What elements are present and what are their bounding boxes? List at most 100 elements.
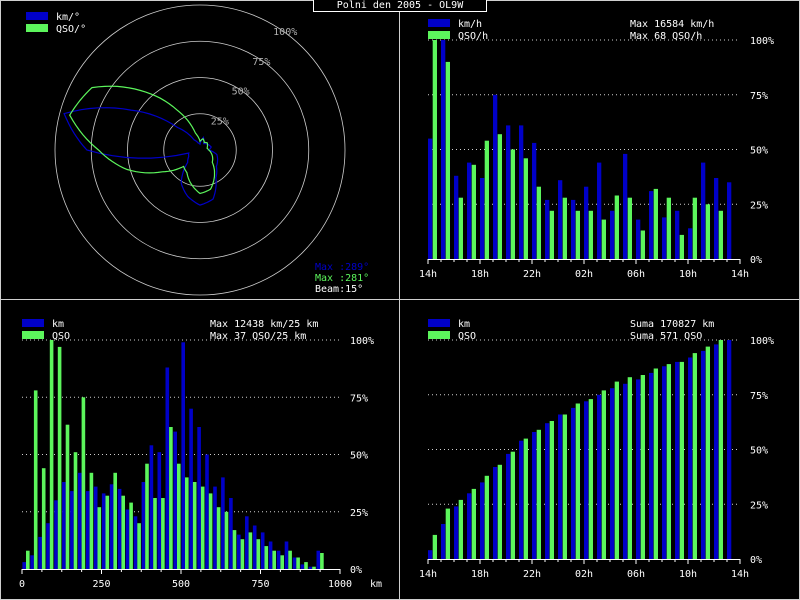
cumulative-bar-s1-23 <box>727 340 732 559</box>
distance-bar-s2-16 <box>153 498 157 569</box>
hourly-bar-s1-6 <box>506 125 511 260</box>
hourly-bar-s2-5 <box>497 134 502 259</box>
distance-bar-s2-6 <box>73 452 78 569</box>
hourly-bar-s2-6 <box>510 149 515 259</box>
hourly-x-tick-6: 14h <box>731 269 749 280</box>
distance-bar-s1-36 <box>308 566 313 569</box>
distance-bar-s2-34 <box>296 557 300 569</box>
cumulative-bar-s2-3 <box>471 488 476 559</box>
distance-bar-s2-32 <box>280 555 284 569</box>
polar-info-0: Max :289° <box>315 262 369 273</box>
distance-bar-s1-3 <box>46 523 50 569</box>
distance-bar-s2-18 <box>169 427 173 569</box>
distance-bar-s2-5 <box>65 424 70 569</box>
distance-bar-s1-33 <box>284 541 289 569</box>
distance-bar-s2-31 <box>272 550 276 569</box>
hourly-bar-s1-19 <box>675 210 680 259</box>
cumulative-bar-s2-0 <box>432 534 437 559</box>
distance-bar-s1-5 <box>62 482 66 569</box>
cumulative-bar-s2-2 <box>458 499 463 559</box>
distance-bar-s2-33 <box>288 550 292 569</box>
distance-bar-s1-13 <box>125 509 130 569</box>
cumulative-x-tick-0: 14h <box>419 569 437 580</box>
distance-y-tick-3: 25% <box>350 508 368 519</box>
cumulative-bar-s1-8 <box>532 432 537 559</box>
cumulative-bar-s2-17 <box>653 368 658 559</box>
hourly-bar-s2-9 <box>549 210 554 259</box>
cumulative-x-tick-1: 18h <box>471 569 489 580</box>
cumulative-y-tick-2: 50% <box>750 446 768 457</box>
hourly-bar-s2-13 <box>601 219 606 259</box>
hourly-bar-s1-8 <box>532 142 537 259</box>
polar-ring-0 <box>163 113 237 187</box>
polar-panel: 25% 50% 75% 100% km/°QSO/° Max :289°Max :281°… <box>26 4 369 296</box>
cumulative-legend-swatch-0 <box>428 319 450 327</box>
distance-bar-s1-32 <box>276 550 281 569</box>
distance-y-tick-4: 0% <box>350 565 362 576</box>
hourly-bar-s1-4 <box>480 178 485 259</box>
hourly-x-tick-2: 22h <box>523 269 541 280</box>
distance-bar-s1-23 <box>205 454 209 569</box>
distance-bar-s2-35 <box>304 562 308 569</box>
cumulative-legend-label-1: QSO <box>458 331 476 342</box>
hourly-y-tick-2: 50% <box>750 146 768 157</box>
cumulative-x-tick-5: 10h <box>679 569 697 580</box>
hourly-bar-s1-22 <box>714 178 719 259</box>
hourly-bar-s1-21 <box>701 162 706 259</box>
cumulative-bar-s1-12 <box>584 401 589 559</box>
hourly-bar-s1-17 <box>649 191 654 259</box>
cumulative-bar-s1-15 <box>623 383 628 559</box>
cumulative-bar-s2-12 <box>588 399 593 559</box>
hourly-bar-s2-14 <box>614 195 619 259</box>
distance-bar-s2-4 <box>57 346 62 569</box>
distance-bar-s2-8 <box>89 472 94 569</box>
cumulative-bar-s1-13 <box>597 394 602 560</box>
distance-bar-s2-29 <box>256 539 261 569</box>
distance-legend-swatch-0 <box>22 319 44 327</box>
distance-bar-s2-30 <box>264 546 269 569</box>
hourly-info-1: Max 68 QSO/h <box>630 31 702 42</box>
hourly-x-tick-5: 10h <box>679 269 697 280</box>
cumulative-info-1: Suma 571 QSO <box>630 331 702 342</box>
distance-bar-s1-11 <box>109 484 114 569</box>
hourly-bar-s1-7 <box>519 125 524 260</box>
cumulative-bar-s2-1 <box>445 508 450 559</box>
cumulative-bar-s1-22 <box>714 344 719 559</box>
cumulative-x-tick-4: 06h <box>627 569 645 580</box>
hourly-bar-s1-5 <box>493 94 498 260</box>
distance-bar-s2-13 <box>129 502 133 569</box>
hourly-bar-s1-1 <box>441 40 446 259</box>
cumulative-bar-s2-22 <box>718 340 723 559</box>
distance-bar-s2-37 <box>320 553 324 569</box>
distance-bar-s1-34 <box>292 557 297 569</box>
distance-bar-s1-22 <box>197 427 201 569</box>
distance-bar-s2-10 <box>105 495 110 569</box>
polar-legend-swatch-1 <box>26 24 48 32</box>
distance-bar-s1-25 <box>221 477 225 569</box>
cumulative-bar-s2-5 <box>497 464 502 559</box>
hourly-legend-swatch-0 <box>428 19 450 27</box>
cumulative-bar-s1-11 <box>571 407 576 559</box>
hourly-bar-s2-3 <box>471 164 476 259</box>
distance-bar-s2-36 <box>312 566 316 569</box>
hourly-bar-s2-11 <box>575 210 580 259</box>
distance-bar-s1-26 <box>229 498 233 569</box>
distance-bar-s1-9 <box>93 486 98 569</box>
distance-x-tick-4: 1000 <box>328 579 352 590</box>
cumulative-bar-s2-21 <box>705 346 710 559</box>
hourly-bar-s1-18 <box>662 217 667 259</box>
polar-legend-label-1: QSO/° <box>56 24 86 35</box>
polar-ring-label-2: 75% <box>252 57 270 68</box>
distance-bar-s1-6 <box>70 491 74 569</box>
hourly-bar-s1-12 <box>584 186 589 259</box>
distance-bar-s1-37 <box>316 550 321 569</box>
distance-bar-s2-15 <box>145 463 149 569</box>
cumulative-y-tick-3: 25% <box>750 500 768 511</box>
polar-series-0 <box>63 107 219 206</box>
distance-bar-s2-28 <box>248 532 253 569</box>
hourly-x-tick-3: 02h <box>575 269 593 280</box>
hourly-x-tick-0: 14h <box>419 269 437 280</box>
hourly-bar-s1-3 <box>467 162 472 259</box>
hourly-info-0: Max 16584 km/h <box>630 19 714 30</box>
distance-bar-s2-2 <box>41 468 46 569</box>
